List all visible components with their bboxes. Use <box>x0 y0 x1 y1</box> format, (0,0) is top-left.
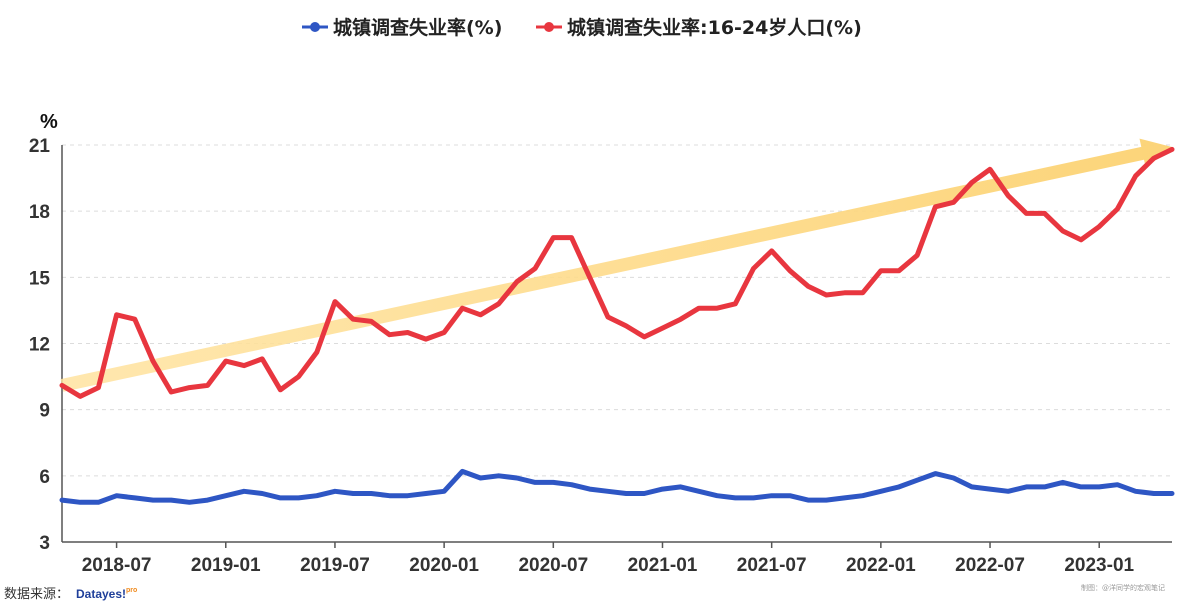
x-axis-ticks: 2018-07 2019-01 2019-07 2020-01 2020-07 2021-… <box>82 542 1135 576</box>
x-tick-label: 2019-01 <box>191 555 261 576</box>
chart-credit: 制图：@洋同学的宏观笔记 <box>1081 583 1165 592</box>
source-label: 数据来源： <box>4 587 69 602</box>
y-tick-label: 15 <box>29 268 51 289</box>
series-lines <box>59 146 1175 505</box>
legend-marker-overall <box>310 22 320 32</box>
y-axis-ticks: 3 6 9 12 15 18 21 <box>29 136 51 554</box>
x-tick-label: 2021-01 <box>628 555 698 576</box>
y-tick-label: 9 <box>39 401 50 422</box>
x-tick-label: 2019-07 <box>300 555 370 576</box>
source-brand-sup: pro <box>126 587 137 594</box>
series-line-youth <box>59 146 1175 399</box>
x-tick-label: 2020-07 <box>518 555 588 576</box>
x-tick-label: 2023-01 <box>1064 555 1134 576</box>
legend-item-overall[interactable]: 城镇调查失业率(%) <box>302 16 502 39</box>
x-tick-label: 2022-07 <box>955 555 1025 576</box>
legend-label-youth: 城镇调查失业率:16-24岁人口(%) <box>567 16 862 39</box>
y-axis-unit: % <box>40 111 58 133</box>
legend-marker-youth <box>544 22 554 32</box>
legend-item-youth[interactable]: 城镇调查失业率:16-24岁人口(%) <box>536 16 862 39</box>
trend-arrow <box>60 138 1173 392</box>
source-brand: Datayes!pro <box>76 587 137 601</box>
trend-arrow-shape <box>60 138 1173 392</box>
source-brand-name: Datayes! <box>76 587 126 601</box>
y-tick-label: 3 <box>39 533 50 554</box>
y-tick-label: 21 <box>29 136 51 157</box>
y-tick-label: 6 <box>39 467 50 488</box>
x-tick-label: 2022-01 <box>846 555 916 576</box>
y-tick-label: 12 <box>29 335 50 356</box>
x-tick-label: 2020-01 <box>409 555 479 576</box>
x-tick-label: 2018-07 <box>82 555 152 576</box>
series-line-overall <box>59 468 1175 505</box>
data-source: 数据来源： Datayes!pro <box>4 587 137 602</box>
gridlines <box>61 144 1172 543</box>
y-tick-label: 18 <box>29 202 50 223</box>
x-tick-label: 2021-07 <box>737 555 807 576</box>
legend-label-overall: 城镇调查失业率(%) <box>333 16 502 39</box>
legend: 城镇调查失业率(%) 城镇调查失业率:16-24岁人口(%) <box>302 16 862 39</box>
